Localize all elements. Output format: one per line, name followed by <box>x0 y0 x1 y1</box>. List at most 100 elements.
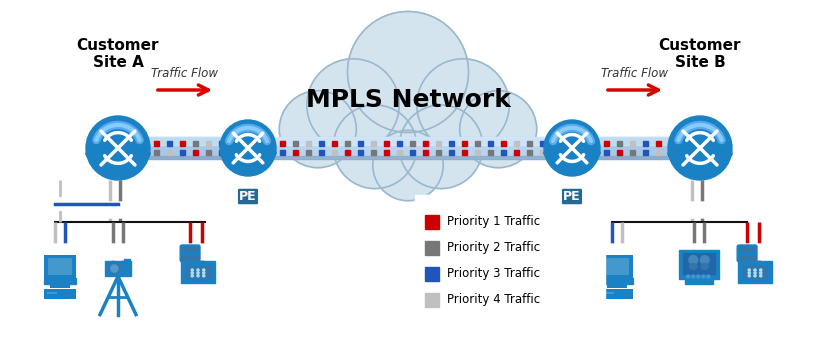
Bar <box>527 141 532 146</box>
Bar <box>332 141 337 146</box>
Bar <box>501 141 506 146</box>
Bar <box>206 141 211 146</box>
Bar <box>656 150 661 155</box>
Bar <box>578 150 583 155</box>
Bar <box>254 150 259 155</box>
Bar <box>44 255 76 278</box>
Bar <box>358 141 363 146</box>
Bar <box>462 150 467 155</box>
Bar <box>604 292 614 294</box>
Circle shape <box>197 275 199 277</box>
Bar <box>475 141 480 146</box>
Bar <box>475 150 480 155</box>
Bar <box>182 247 198 251</box>
Bar <box>47 292 57 294</box>
Bar <box>514 141 519 146</box>
Bar <box>604 150 609 155</box>
Bar <box>58 278 62 285</box>
Circle shape <box>191 275 194 277</box>
Circle shape <box>333 105 417 189</box>
Bar <box>248 137 572 145</box>
Bar <box>601 255 633 278</box>
Text: Priority 1 Traffic: Priority 1 Traffic <box>447 215 540 228</box>
Bar <box>578 141 583 146</box>
Bar <box>449 141 454 146</box>
Bar <box>656 141 661 146</box>
Bar <box>501 150 506 155</box>
Circle shape <box>760 269 761 271</box>
Bar <box>591 141 596 146</box>
Bar <box>154 150 159 155</box>
Bar <box>148 137 248 145</box>
Bar <box>591 150 596 155</box>
Bar <box>514 150 519 155</box>
Bar <box>601 289 633 300</box>
Bar <box>219 150 224 155</box>
Ellipse shape <box>544 145 600 161</box>
Circle shape <box>109 263 120 274</box>
Bar <box>553 150 558 155</box>
Bar <box>44 289 76 300</box>
Circle shape <box>707 275 710 278</box>
Bar <box>423 141 428 146</box>
Circle shape <box>760 272 761 274</box>
Ellipse shape <box>86 145 150 162</box>
Bar <box>617 141 622 146</box>
Bar <box>384 150 389 155</box>
Bar <box>167 150 172 155</box>
Bar <box>738 262 772 283</box>
Bar <box>306 141 311 146</box>
Bar <box>607 284 627 288</box>
Circle shape <box>220 120 276 176</box>
Circle shape <box>754 269 756 271</box>
Circle shape <box>700 255 709 264</box>
Circle shape <box>689 255 698 264</box>
Bar <box>148 137 248 159</box>
Bar <box>293 141 298 146</box>
Circle shape <box>191 272 194 274</box>
Bar <box>182 256 198 260</box>
Bar <box>553 141 558 146</box>
Bar <box>50 284 70 288</box>
Bar <box>248 156 572 159</box>
Circle shape <box>544 120 600 176</box>
Circle shape <box>754 272 756 274</box>
Bar <box>148 156 248 159</box>
Bar <box>488 141 493 146</box>
Bar <box>601 282 633 284</box>
Bar <box>743 267 766 278</box>
Bar <box>248 137 572 159</box>
Circle shape <box>748 272 750 274</box>
Bar <box>462 141 467 146</box>
Text: Priority 2 Traffic: Priority 2 Traffic <box>447 242 540 254</box>
Bar <box>683 253 715 274</box>
Circle shape <box>748 269 750 271</box>
Circle shape <box>197 269 199 271</box>
Text: Priority 3 Traffic: Priority 3 Traffic <box>447 268 540 280</box>
Bar <box>232 150 237 155</box>
Bar <box>206 150 211 155</box>
Bar <box>47 258 72 275</box>
Bar <box>181 262 216 283</box>
Circle shape <box>668 116 732 180</box>
Text: Priority 4 Traffic: Priority 4 Traffic <box>447 294 540 306</box>
Bar <box>267 141 272 146</box>
Bar <box>601 278 633 279</box>
Circle shape <box>702 275 705 278</box>
Bar <box>739 256 755 260</box>
Circle shape <box>692 275 694 278</box>
Circle shape <box>191 269 194 271</box>
Bar <box>358 150 363 155</box>
Bar <box>345 141 350 146</box>
Bar <box>167 141 172 146</box>
Text: Customer
Site A: Customer Site A <box>77 38 159 70</box>
Bar <box>332 150 337 155</box>
Circle shape <box>203 269 205 271</box>
Bar <box>180 141 185 146</box>
Ellipse shape <box>220 145 276 161</box>
Circle shape <box>203 272 205 274</box>
Bar <box>232 141 237 146</box>
Bar <box>193 141 198 146</box>
Circle shape <box>400 105 483 189</box>
Bar <box>44 282 76 284</box>
